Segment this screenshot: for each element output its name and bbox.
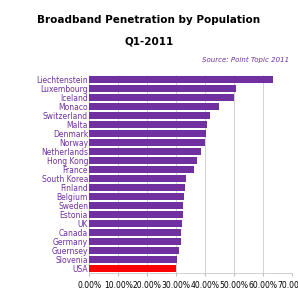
Bar [89, 103, 219, 110]
Bar [89, 229, 181, 236]
Bar [89, 193, 184, 200]
Bar [89, 265, 176, 272]
Bar [89, 94, 234, 101]
Bar [89, 220, 182, 227]
Bar [89, 139, 205, 146]
Bar [89, 166, 194, 173]
Bar [89, 121, 207, 128]
Bar [89, 184, 185, 191]
Bar [89, 130, 206, 137]
Bar [89, 238, 181, 245]
Text: Q1-2011: Q1-2011 [124, 36, 174, 46]
Bar [89, 112, 209, 119]
Bar [89, 211, 183, 218]
Bar [89, 76, 273, 83]
Bar [89, 247, 179, 254]
Text: Source: Point Topic 2011: Source: Point Topic 2011 [202, 57, 289, 63]
Bar [89, 202, 183, 209]
Bar [89, 148, 201, 155]
Bar [89, 175, 186, 182]
Text: Broadband Penetration by Population: Broadband Penetration by Population [38, 15, 260, 25]
Bar [89, 157, 196, 164]
Bar [89, 85, 236, 92]
Bar [89, 256, 177, 263]
